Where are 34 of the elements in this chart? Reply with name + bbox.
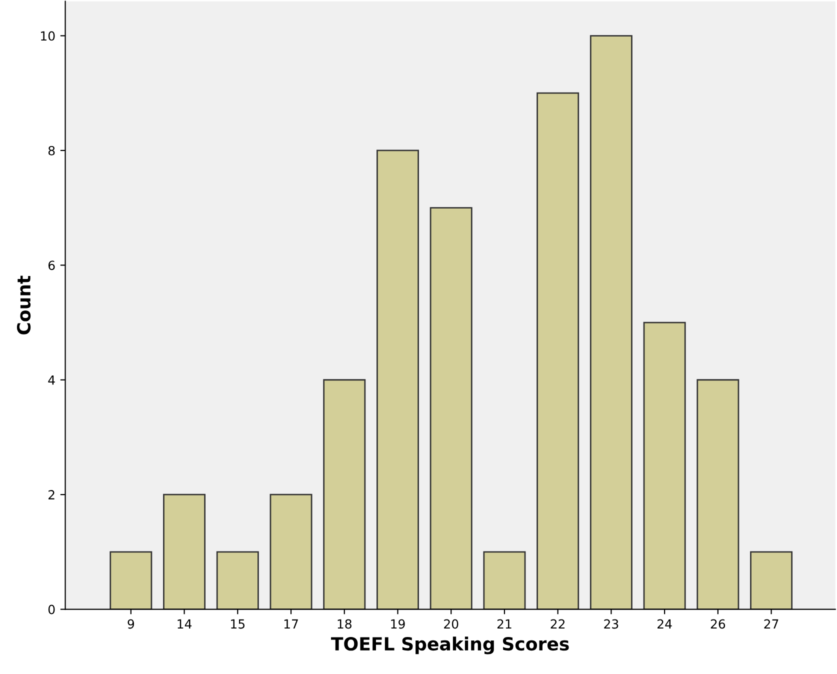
x-tick-label: 20 xyxy=(444,619,458,629)
bar xyxy=(590,35,632,610)
y-tick-label: 10 xyxy=(41,31,55,41)
x-tick-label: 18 xyxy=(338,619,352,629)
bar xyxy=(270,494,312,610)
bar xyxy=(696,379,740,610)
x-tick-label: 22 xyxy=(550,619,565,629)
bar xyxy=(536,92,580,610)
bar xyxy=(483,551,526,610)
x-axis-title: TOEFL Speaking Scores xyxy=(331,636,569,654)
y-tick-label: 4 xyxy=(48,376,55,385)
bar xyxy=(216,551,259,610)
bar xyxy=(430,207,472,610)
bar xyxy=(323,379,366,610)
y-tick-label: 6 xyxy=(48,260,55,270)
y-tick-label: 0 xyxy=(48,604,55,614)
bar xyxy=(643,322,686,610)
x-tick-label: 17 xyxy=(284,619,298,629)
x-tick-label: 24 xyxy=(658,619,672,629)
x-tick-label: 26 xyxy=(710,619,726,629)
x-tick-label: 19 xyxy=(391,619,405,629)
bar xyxy=(163,494,206,610)
x-tick-label: 14 xyxy=(178,619,192,629)
x-tick-label: 21 xyxy=(497,619,512,629)
x-tick-label: 15 xyxy=(231,619,245,629)
bar xyxy=(110,551,152,610)
y-tick-label: 2 xyxy=(48,490,54,500)
bar xyxy=(750,551,793,610)
x-tick-label: 9 xyxy=(128,619,134,629)
x-tick-label: 27 xyxy=(764,619,778,629)
y-tick-label: 8 xyxy=(48,146,55,156)
x-tick-label: 23 xyxy=(604,619,618,629)
bar xyxy=(376,150,419,610)
y-axis-title: Count xyxy=(16,276,31,334)
